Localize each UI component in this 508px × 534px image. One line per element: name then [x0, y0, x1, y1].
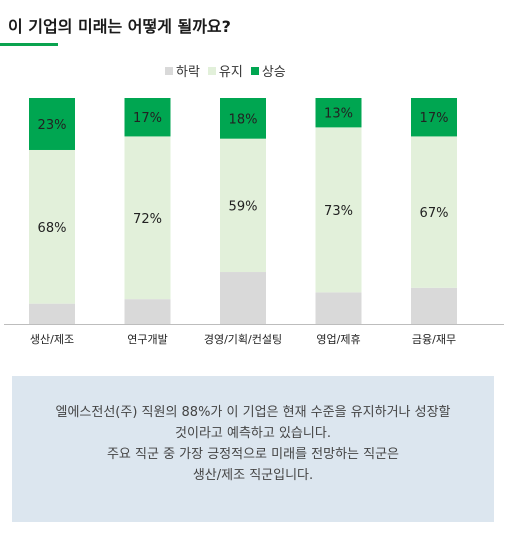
bar-segment-decline: [124, 299, 171, 324]
chart-legend: 하락 유지 상승: [165, 61, 286, 80]
legend-item-decline: 하락: [165, 61, 200, 80]
legend-label-decline: 하락: [176, 65, 200, 80]
legend-swatch-rise: [250, 66, 259, 75]
legend-label-rise: 상승: [261, 65, 286, 80]
callout-line: 것이라고 예측하고 있습니다.: [175, 426, 331, 441]
callout-line: 생산/제조 직군입니다.: [192, 468, 314, 483]
data-label-maintain: 73%: [324, 204, 353, 219]
data-label-maintain: 72%: [133, 212, 162, 227]
bar-segment-decline: [29, 303, 75, 324]
data-label-maintain: 67%: [420, 206, 449, 221]
bar-segment-decline: [220, 272, 266, 324]
callout-line: 주요 직군 중 가장 긍정적으로 미래를 전망하는 직군은: [106, 447, 400, 462]
bar-segment-rise: [411, 98, 457, 137]
legend-label-maintain: 유지: [218, 65, 243, 80]
category-label: 연구개발: [127, 333, 167, 346]
data-label-rise: 17%: [420, 111, 449, 126]
title-underline: [0, 43, 58, 46]
bar-segment-rise: [220, 98, 266, 139]
data-label-maintain: 59%: [229, 199, 258, 214]
summary-callout: 엘에스전선(주) 직원의 88%가 이 기업은 현재 수준을 유지하거나 성장할…: [12, 376, 494, 522]
bar-segment-maintain: [220, 138, 266, 273]
legend-item-maintain: 유지: [207, 61, 243, 80]
legend-swatch-decline: [165, 66, 173, 75]
bar-segment-rise: [124, 98, 171, 137]
legend-swatch-maintain: [207, 66, 216, 75]
stacked-bar-chart: 68% 23% 생산/제조 72% 17% 연구개발 59% 18% 경영/기획/컨설팅 73% 1…: [4, 98, 504, 346]
bar-segment-decline: [411, 287, 457, 324]
bar-segment-maintain: [124, 136, 171, 300]
category-label: 경영/기획/컨설팅: [204, 333, 282, 346]
category-label: 금융/재무: [412, 333, 456, 346]
data-label-maintain: 68%: [38, 221, 67, 236]
data-label-rise: 13%: [324, 107, 353, 122]
bar-segment-rise: [29, 98, 75, 150]
data-label-rise: 18%: [229, 112, 258, 127]
data-label-rise: 17%: [133, 111, 162, 126]
bar-segment-decline: [315, 292, 362, 324]
category-label: 생산/제조: [30, 333, 74, 346]
callout-line: 엘에스전선(주) 직원의 88%가 이 기업은 현재 수준을 유지하거나 성장할: [55, 405, 451, 420]
category-label: 영업/제휴: [316, 333, 360, 346]
bar-segment-maintain: [411, 136, 457, 288]
bar-segment-rise: [315, 98, 362, 128]
bar-segment-maintain: [315, 127, 362, 293]
bar-segment-maintain: [29, 149, 75, 304]
legend-item-rise: 상승: [250, 61, 286, 80]
chart-title: 이 기업의 미래는 어떻게 될까요?: [8, 17, 231, 36]
data-label-rise: 23%: [38, 118, 67, 133]
